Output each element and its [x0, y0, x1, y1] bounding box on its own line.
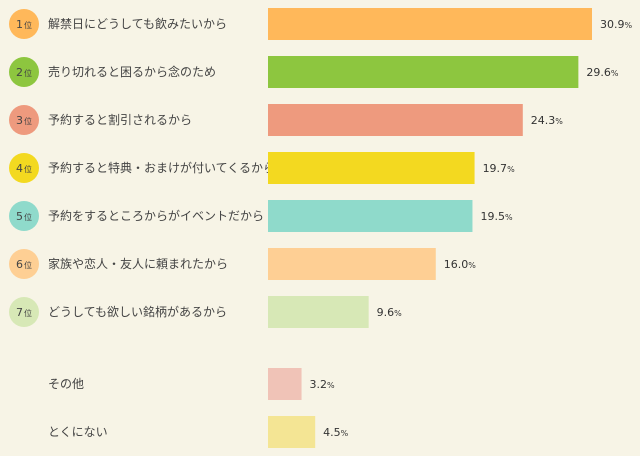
- rank-label-1: 1位: [16, 18, 32, 31]
- category-label-3: 予約すると割引されるから: [48, 112, 192, 127]
- other-category-label-2: とくにない: [48, 425, 108, 439]
- rank-label-6: 6位: [16, 258, 32, 271]
- category-label-5: 予約をするところからがイベントだから: [48, 208, 264, 223]
- other-bar-1: [268, 368, 302, 400]
- value-label-6: 16.0%: [444, 258, 477, 271]
- rank-badge-3: [9, 105, 39, 135]
- rank-badge-7: [9, 297, 39, 327]
- rank-badge-4: [9, 153, 39, 183]
- value-label-1: 30.9%: [600, 18, 633, 31]
- bar-4: [268, 152, 475, 184]
- other-value-label-1: 3.2%: [310, 378, 336, 391]
- bar-1: [268, 8, 592, 40]
- value-label-5: 19.5%: [480, 210, 513, 223]
- other-value-label-2: 4.5%: [323, 426, 349, 439]
- rank-label-4: 4位: [16, 162, 32, 175]
- category-label-1: 解禁日にどうしても飲みたいから: [48, 16, 227, 31]
- category-label-6: 家族や恋人・友人に頼まれたから: [48, 256, 228, 271]
- value-label-4: 19.7%: [483, 162, 516, 175]
- other-bar-2: [268, 416, 316, 448]
- rank-label-5: 5位: [16, 210, 32, 223]
- bar-2: [268, 56, 579, 88]
- other-category-label-1: その他: [48, 377, 84, 391]
- bar-5: [268, 200, 473, 232]
- rank-label-2: 2位: [16, 66, 32, 79]
- rank-label-3: 3位: [16, 114, 32, 127]
- rank-badge-2: [9, 57, 39, 87]
- rank-badge-6: [9, 249, 39, 279]
- value-label-3: 24.3%: [531, 114, 564, 127]
- category-label-4: 予約すると特典・おまけが付いてくるから: [48, 160, 275, 175]
- bar-7: [268, 296, 369, 328]
- category-label-7: どうしても欲しい銘柄があるから: [48, 304, 227, 319]
- bar-6: [268, 248, 436, 280]
- rank-badge-1: [9, 9, 39, 39]
- bar-3: [268, 104, 523, 136]
- category-label-2: 売り切れると困るから念のため: [48, 64, 216, 79]
- value-label-2: 29.6%: [586, 66, 619, 79]
- rank-badge-5: [9, 201, 39, 231]
- value-label-7: 9.6%: [377, 306, 403, 319]
- rank-label-7: 7位: [16, 306, 32, 319]
